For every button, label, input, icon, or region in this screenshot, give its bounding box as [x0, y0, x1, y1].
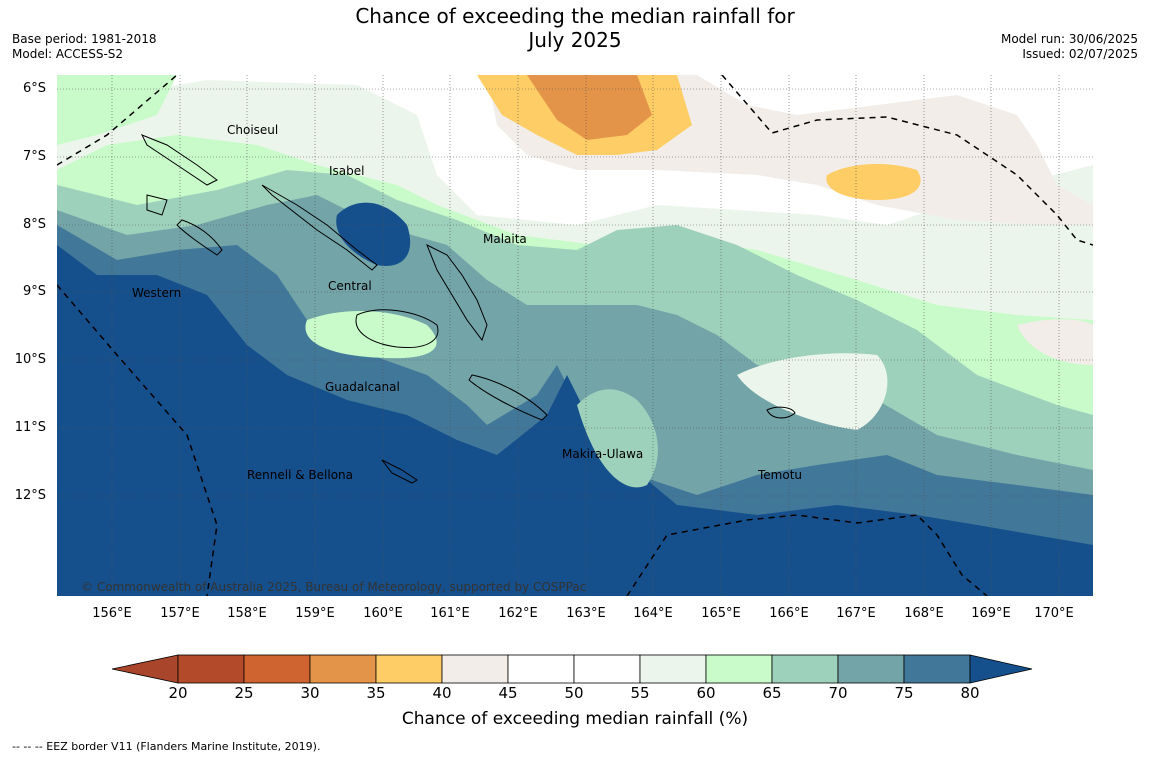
colorbar [111, 654, 1033, 684]
region-label-malaita: Malaita [483, 232, 527, 246]
base-period: Base period: 1981-2018 [12, 32, 157, 46]
colorbar-tick-35: 35 [366, 684, 386, 702]
lon-label-160e: 160°E [363, 606, 403, 621]
colorbar-tick-70: 70 [828, 684, 848, 702]
colorbar-tick-60: 60 [696, 684, 716, 702]
island-malaita [426, 243, 488, 342]
colorbar-tick-40: 40 [432, 684, 452, 702]
lat-label-12s: 12°S [14, 488, 46, 503]
lon-label-164e: 164°E [633, 606, 673, 621]
copyright-notice: © Commonwealth of Australia 2025, Bureau… [81, 580, 586, 594]
lon-label-165e: 165°E [701, 606, 741, 621]
colorbar-segment [507, 654, 575, 684]
zone-above-80 [57, 245, 1093, 596]
lat-label-7s: 7°S [22, 149, 46, 164]
lon-label-168e: 168°E [904, 606, 944, 621]
lon-label-169e: 169°E [971, 606, 1011, 621]
island-new-georgia [176, 219, 223, 256]
lat-label-11s: 11°S [14, 420, 46, 435]
region-label-rennell: Rennell & Bellona [247, 468, 353, 482]
colorbar-tick-75: 75 [894, 684, 914, 702]
issued-date: Issued: 02/07/2025 [1022, 47, 1138, 61]
islands [140, 134, 796, 484]
zone-40-45-east [1017, 319, 1093, 365]
island-santa-cruz [766, 406, 796, 419]
lon-label-159e: 159°E [295, 606, 335, 621]
colorbar-segment [639, 654, 707, 684]
colorbar-segment [441, 654, 509, 684]
colorbar-tick-25: 25 [234, 684, 254, 702]
colorbar-segment [243, 654, 311, 684]
title-line-2: July 2025 [528, 28, 622, 52]
colorbar-segment [771, 654, 839, 684]
island-guadalcanal [355, 309, 439, 349]
island-isabel [261, 184, 378, 271]
colorbar-tick-50: 50 [564, 684, 584, 702]
colorbar-arrow-high [969, 654, 1033, 684]
region-label-western: Western [132, 286, 181, 300]
island-rennell [381, 459, 418, 484]
colorbar-segments [111, 654, 1033, 684]
rainfall-map: Choiseul Isabel Malaita Central Western … [57, 75, 1093, 596]
region-label-isabel: Isabel [329, 164, 364, 178]
pocket-isabel [336, 202, 411, 266]
colorbar-tick-20: 20 [168, 684, 188, 702]
eez-footer-note: -- -- -- EEZ border V11 (Flanders Marine… [12, 740, 321, 753]
lat-label-10s: 10°S [14, 352, 46, 367]
colorbar-segment [177, 654, 245, 684]
lon-label-157e: 157°E [160, 606, 200, 621]
island-makira [468, 374, 548, 421]
lon-label-170e: 170°E [1034, 606, 1074, 621]
colorbar-tick-45: 45 [498, 684, 518, 702]
model-name: Model: ACCESS-S2 [12, 47, 124, 61]
region-label-makira: Makira-Ulawa [562, 447, 643, 461]
region-label-central: Central [328, 279, 372, 293]
lon-label-158e: 158°E [227, 606, 267, 621]
colorbar-segment [375, 654, 443, 684]
lon-label-167e: 167°E [836, 606, 876, 621]
zone-60-65-nw [57, 75, 177, 145]
title-line-1: Chance of exceeding the median rainfall … [355, 4, 795, 28]
region-label-choiseul: Choiseul [227, 123, 278, 137]
model-run: Model run: 30/06/2025 [1000, 32, 1138, 46]
region-label-guadalcanal: Guadalcanal [325, 380, 400, 394]
colorbar-segment [705, 654, 773, 684]
colorbar-segment [903, 654, 971, 684]
island-vella-lavella [146, 194, 168, 216]
colorbar-segment [837, 654, 905, 684]
colorbar-segment [309, 654, 377, 684]
lon-label-156e: 156°E [92, 606, 132, 621]
meta-right: Model run: 30/06/2025 Issued: 02/07/2025 [1001, 32, 1138, 62]
zone-35-40-east [826, 163, 921, 200]
pocket-guadalcanal-north [305, 310, 437, 359]
colorbar-tick-55: 55 [630, 684, 650, 702]
island-choiseul [140, 134, 218, 186]
lat-label-8s: 8°S [22, 217, 46, 232]
colorbar-tick-80: 80 [960, 684, 980, 702]
lon-label-163e: 163°E [566, 606, 606, 621]
lon-label-162e: 162°E [498, 606, 538, 621]
region-labels: Choiseul Isabel Malaita Central Western … [132, 123, 802, 482]
region-label-temotu: Temotu [757, 468, 802, 482]
colorbar-tick-65: 65 [762, 684, 782, 702]
lat-label-9s: 9°S [22, 284, 46, 299]
colorbar-segment [573, 654, 641, 684]
lon-label-161e: 161°E [430, 606, 470, 621]
map-title: Chance of exceeding the median rainfall … [0, 4, 1150, 52]
colorbar-label: Chance of exceeding median rainfall (%) [401, 709, 749, 729]
pocket-makira [577, 389, 658, 488]
colorbar-tick-30: 30 [300, 684, 320, 702]
lon-label-166e: 166°E [769, 606, 809, 621]
colorbar-arrow-low [111, 654, 179, 684]
meta-left: Base period: 1981-2018 Model: ACCESS-S2 [12, 32, 157, 62]
eez-borders [57, 75, 1093, 596]
lat-label-6s: 6°S [22, 81, 46, 96]
zone-30-35 [527, 75, 652, 140]
pocket-temotu [737, 353, 888, 430]
